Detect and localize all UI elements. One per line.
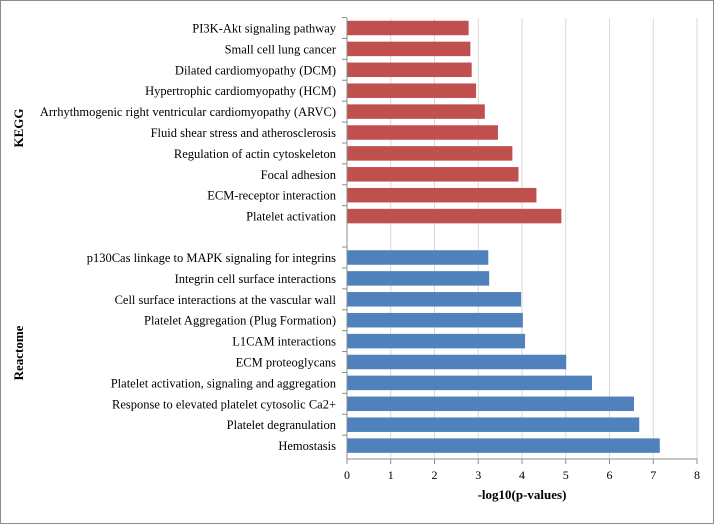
category-labels: PI3K-Akt signaling pathway Small cell lun…: [40, 17, 347, 453]
bar-kegg-dilated-cardiomyopathy-dcm: [347, 62, 472, 78]
bar-reactome-cell-surface-interactions-at-the-vascular-wall: [347, 292, 522, 307]
x-tick-label-6: 6: [607, 468, 613, 482]
bar-kegg-platelet-activation: [347, 208, 562, 224]
bars: [347, 20, 660, 453]
bar-reactome-p130cas-linkage-to-mapk-signaling-for-integrins: [347, 250, 489, 265]
category-label-response-to-elevated-platelet-cytosolic-ca2: Response to elevated platelet cytosolic …: [112, 397, 336, 411]
category-label-arrhythmogenic-right-ventricular-cardiomyopathy-arvc: Arrhythmogenic right ventricular cardiom…: [40, 105, 336, 119]
category-label-platelet-activation-signaling-and-aggregation: Platelet activation, signaling and aggre…: [111, 376, 337, 390]
category-label-hemostasis: Hemostasis: [278, 439, 336, 453]
category-label-focal-adhesion: Focal adhesion: [261, 168, 337, 182]
x-tick-label-3: 3: [475, 468, 481, 482]
bar-kegg-hypertrophic-cardiomyopathy-hcm: [347, 83, 477, 98]
bar-kegg-arrhythmogenic-right-ventricular-cardiomyopathy-arvc: [347, 104, 485, 119]
bar-kegg-focal-adhesion: [347, 167, 519, 182]
category-label-integrin-cell-surface-interactions: Integrin cell surface interactions: [175, 272, 337, 286]
category-label-regulation-of-actin-cytoskeleton: Regulation of actin cytoskeleton: [174, 147, 337, 161]
category-label-dilated-cardiomyopathy-dcm: Dilated cardiomyopathy (DCM): [175, 63, 336, 77]
bar-reactome-l1cam-interactions: [347, 333, 526, 349]
x-tick-label-1: 1: [388, 468, 394, 482]
x-axis-title: -log10(p-values): [478, 487, 567, 502]
x-tick-label-5: 5: [563, 468, 569, 482]
category-label-ecm-proteoglycans: ECM proteoglycans: [236, 356, 336, 370]
category-label-l1cam-interactions: L1CAM interactions: [232, 335, 336, 349]
x-tick-labels: 0 1 2 3 4 5 6 7 8: [344, 459, 700, 482]
bar-reactome-platelet-degranulation: [347, 417, 640, 432]
category-label-hypertrophic-cardiomyopathy-hcm: Hypertrophic cardiomyopathy (HCM): [145, 84, 336, 98]
bar-reactome-hemostasis: [347, 438, 660, 453]
bar-reactome-response-to-elevated-platelet-cytosolic-ca2: [347, 396, 634, 412]
bar-kegg-ecm-receptor-interaction: [347, 187, 537, 203]
bar-kegg-regulation-of-actin-cytoskeleton: [347, 146, 513, 161]
category-label-p130cas-linkage-to-mapk-signaling-for-integrins: p130Cas linkage to MAPK signaling for in…: [87, 251, 336, 265]
x-tick-label-7: 7: [650, 468, 656, 482]
category-label-platelet-aggregation-plug-formation: Platelet Aggregation (Plug Formation): [144, 314, 336, 328]
x-tick-label-0: 0: [344, 468, 350, 482]
bar-reactome-integrin-cell-surface-interactions: [347, 271, 490, 286]
bar-reactome-platelet-aggregation-plug-formation: [347, 312, 523, 328]
x-tick-label-4: 4: [519, 468, 525, 482]
category-label-platelet-activation: Platelet activation: [246, 210, 337, 224]
category-label-ecm-receptor-interaction: ECM-receptor interaction: [207, 189, 337, 203]
bar-reactome-platelet-activation-signaling-and-aggregation: [347, 375, 592, 391]
bar-kegg-pi3k-akt-signaling-pathway: [347, 20, 469, 36]
group-title-kegg: KEGG: [11, 108, 26, 147]
x-tick-label-8: 8: [694, 468, 700, 482]
group-title-reactome: Reactome: [11, 325, 26, 380]
category-label-small-cell-lung-cancer: Small cell lung cancer: [225, 42, 337, 56]
x-tick-label-2: 2: [432, 468, 438, 482]
bar-kegg-fluid-shear-stress-and-atherosclerosis: [347, 125, 498, 140]
category-label-fluid-shear-stress-and-atherosclerosis: Fluid shear stress and atherosclerosis: [151, 126, 337, 140]
bar-kegg-small-cell-lung-cancer: [347, 41, 471, 57]
category-label-cell-surface-interactions-at-the-vascular-wall: Cell surface interactions at the vascula…: [115, 293, 337, 307]
category-label-pi3k-akt-signaling-pathway: PI3K-Akt signaling pathway: [192, 22, 336, 36]
category-label-platelet-degranulation: Platelet degranulation: [227, 418, 337, 432]
bar-reactome-ecm-proteoglycans: [347, 354, 567, 370]
